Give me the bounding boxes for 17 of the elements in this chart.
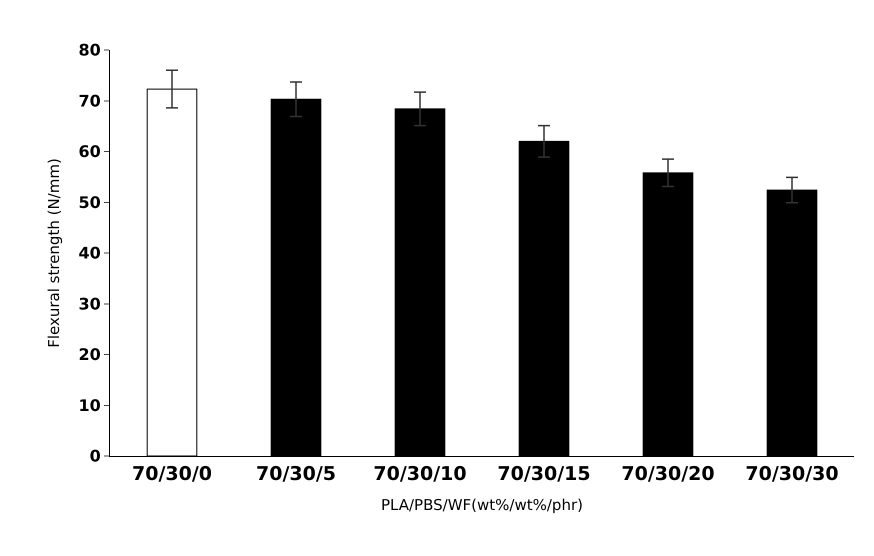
x-tick-label: 70/30/20 bbox=[621, 462, 715, 485]
y-tick-label: 30 bbox=[78, 294, 101, 314]
y-tick-label: 40 bbox=[78, 244, 101, 263]
x-tick-label: 70/30/10 bbox=[373, 462, 467, 485]
y-tick-label: 10 bbox=[78, 396, 101, 415]
y-axis-title: Flexural strength (N/mm) bbox=[44, 158, 63, 348]
y-tick-label: 0 bbox=[90, 446, 101, 466]
y-tick-label: 50 bbox=[78, 192, 101, 212]
x-tick-label: 70/30/0 bbox=[132, 462, 212, 485]
y-tick-label: 20 bbox=[78, 345, 101, 364]
x-tick-label: 70/30/30 bbox=[745, 462, 839, 485]
x-axis-title: PLA/PBS/WF(wt%/wt%/phr) bbox=[381, 496, 583, 514]
y-tick-label: 70 bbox=[78, 91, 101, 110]
y-tick-label: 60 bbox=[78, 142, 101, 162]
x-tick-label: 70/30/5 bbox=[256, 462, 336, 485]
y-tick-label: 80 bbox=[78, 40, 101, 60]
x-tick-label: 70/30/15 bbox=[497, 462, 591, 485]
